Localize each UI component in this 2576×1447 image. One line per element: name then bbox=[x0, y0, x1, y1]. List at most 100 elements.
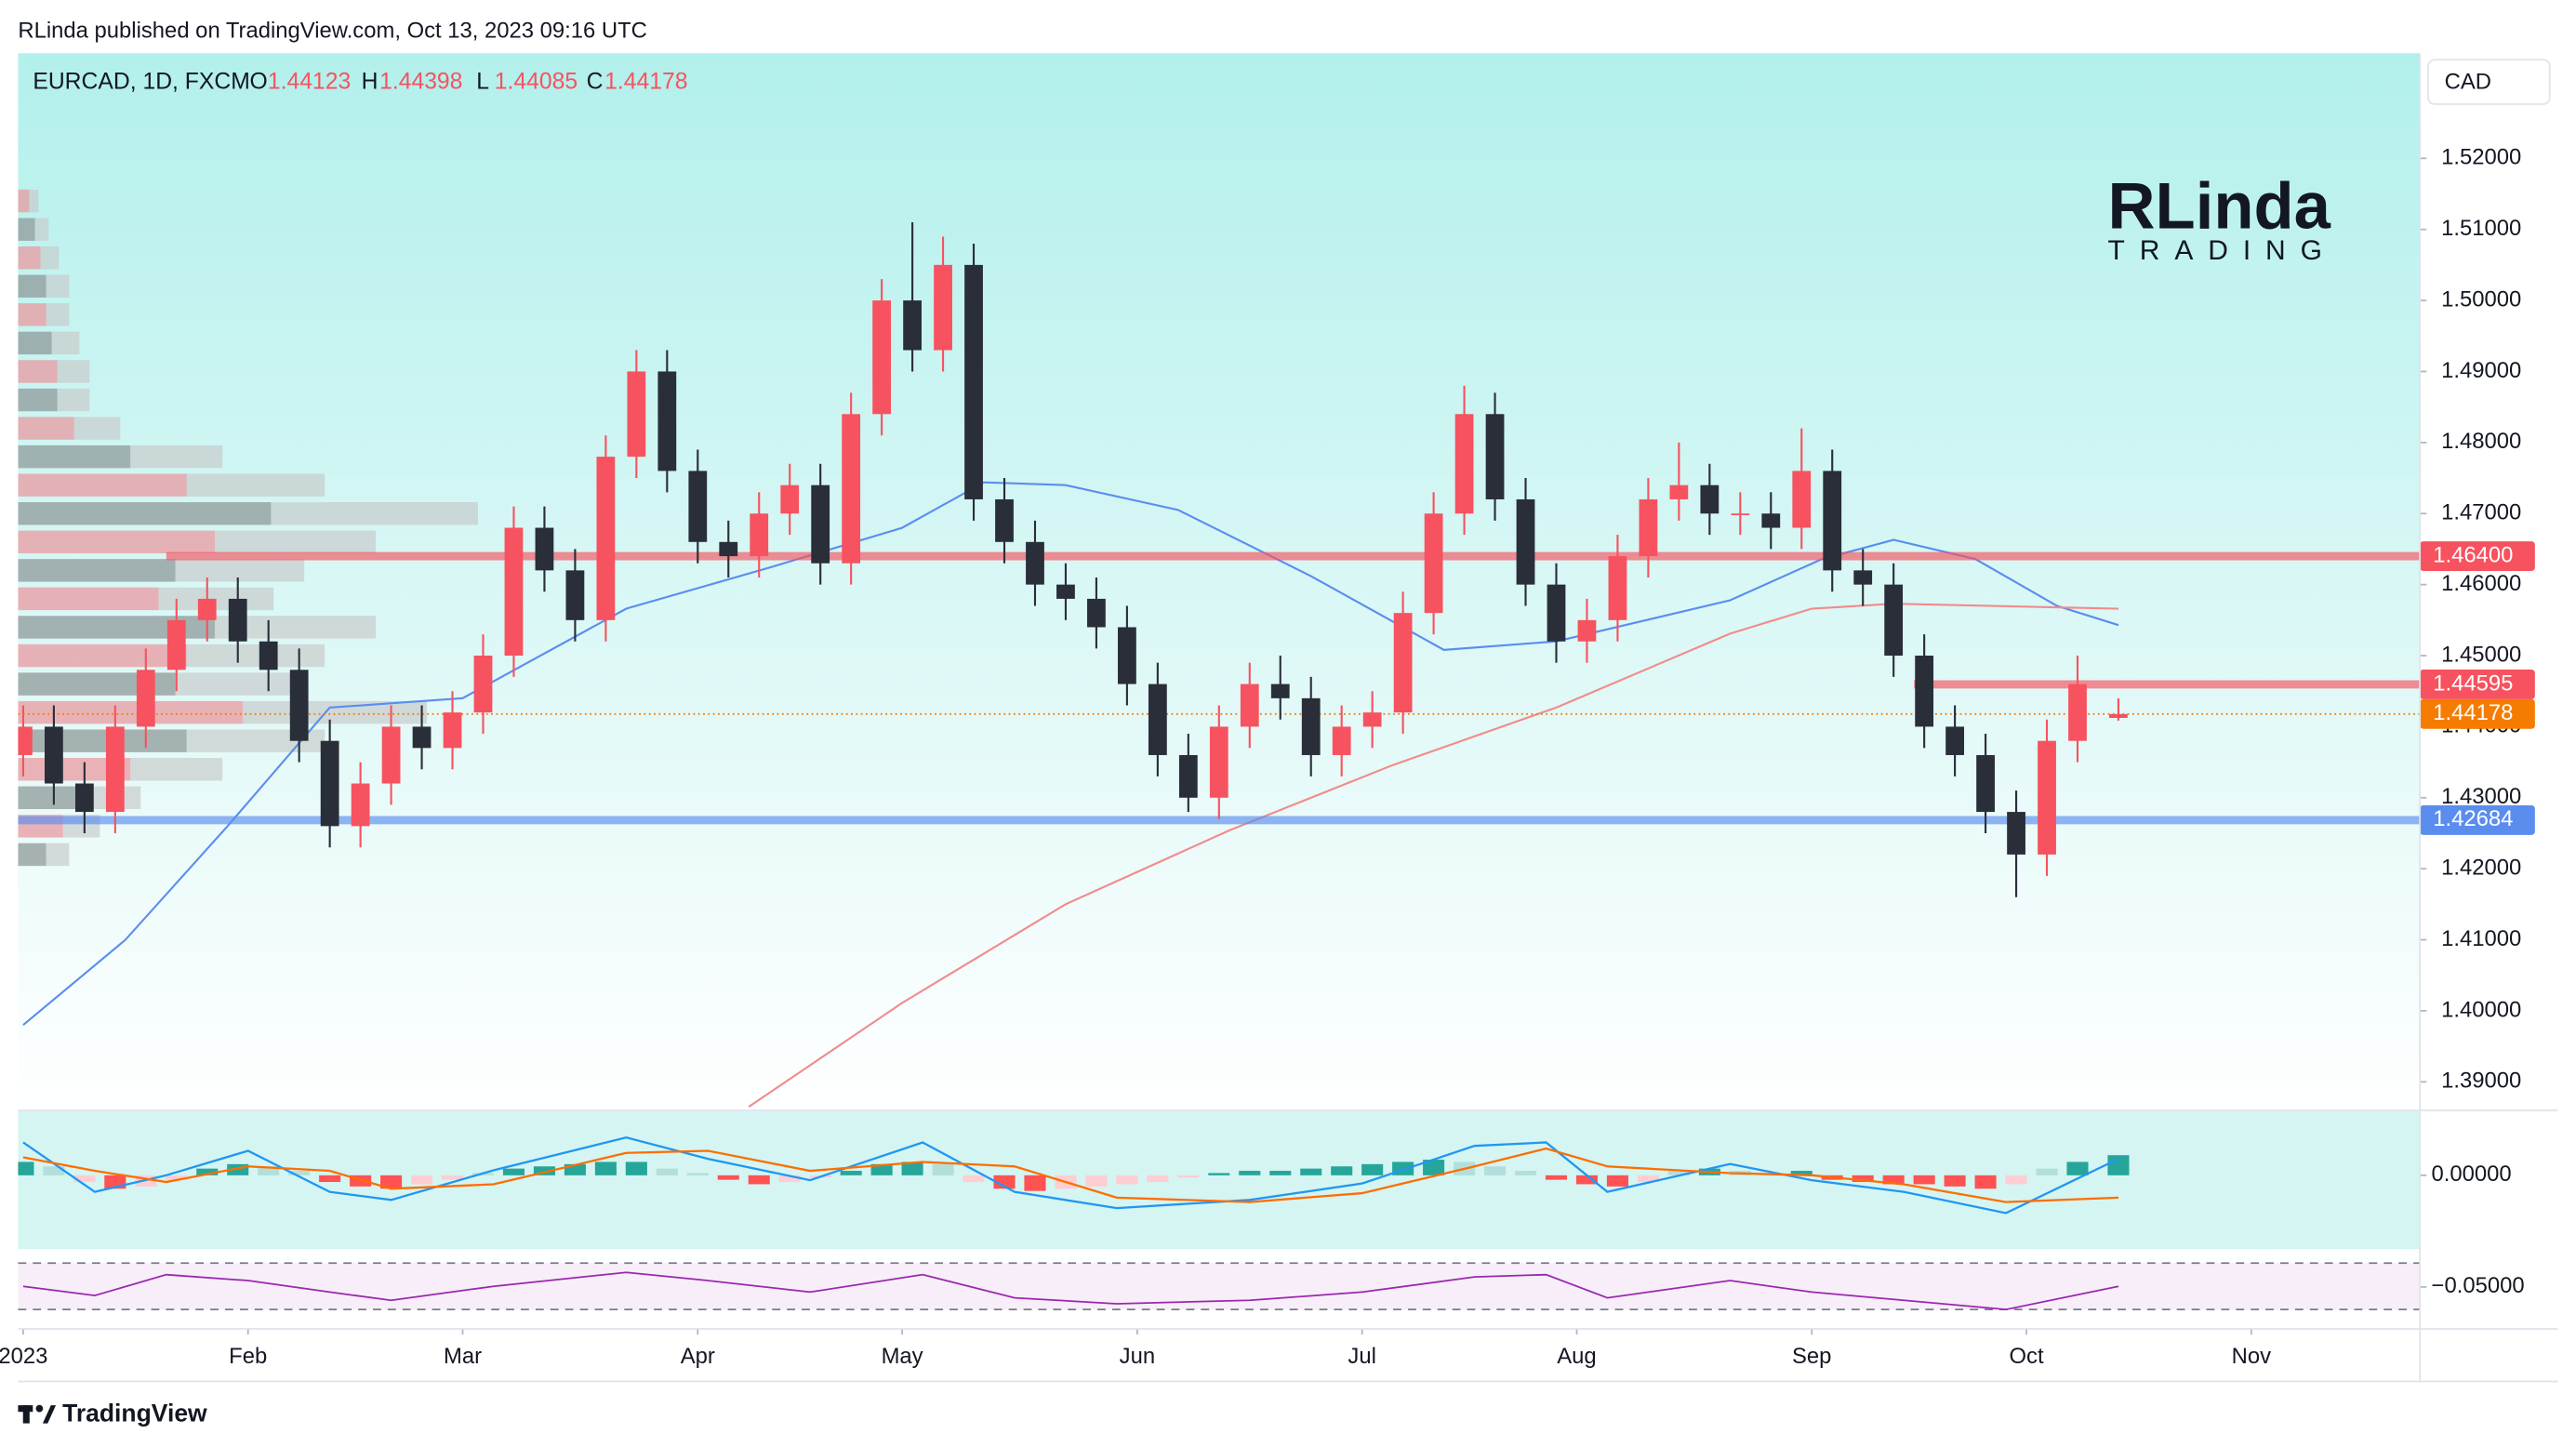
candle-body bbox=[1454, 414, 1474, 514]
candle-body bbox=[2038, 740, 2056, 855]
candle-body bbox=[2007, 812, 2025, 855]
logo-tagline: TRADING bbox=[2108, 235, 2337, 266]
volume-profile-bar bbox=[18, 786, 86, 810]
candle-body bbox=[903, 300, 922, 351]
y-tick-label: 0.00000 bbox=[2432, 1162, 2512, 1187]
volume-profile-bar bbox=[18, 729, 187, 752]
ohlc-label: C bbox=[587, 70, 604, 95]
x-tick-label: Jul bbox=[1348, 1344, 1375, 1369]
footer-logo: TradingView bbox=[18, 1400, 207, 1427]
volume-profile-bar bbox=[214, 530, 377, 554]
macd-histogram-bar bbox=[1637, 1175, 1659, 1183]
volume-profile-bar bbox=[18, 331, 52, 355]
macd-histogram-bar bbox=[43, 1166, 65, 1175]
currency-box[interactable] bbox=[2427, 59, 2551, 105]
candle-body bbox=[1608, 556, 1627, 620]
macd-line bbox=[22, 1135, 2119, 1215]
macd-histogram-bar bbox=[1484, 1166, 1507, 1175]
candle-body bbox=[228, 598, 247, 642]
y-tick-label: 1.45000 bbox=[2441, 642, 2521, 667]
volume-profile-bar bbox=[243, 700, 428, 724]
volume-profile-bar bbox=[46, 274, 70, 299]
candle-body bbox=[2109, 713, 2128, 719]
candle-body bbox=[872, 300, 892, 415]
y-tick-label: 1.39000 bbox=[2441, 1069, 2521, 1094]
candle-body bbox=[565, 570, 585, 620]
y-tick-label: 1.46000 bbox=[2441, 571, 2521, 596]
candle-body bbox=[1547, 584, 1566, 642]
volume-profile-bar bbox=[18, 274, 46, 299]
macd-histogram-bar bbox=[932, 1163, 954, 1175]
macd-histogram-bar bbox=[1575, 1175, 1598, 1185]
candle-body bbox=[995, 498, 1014, 542]
x-tick-label: Mar bbox=[444, 1344, 482, 1369]
volume-profile-bar bbox=[40, 246, 60, 270]
candle-body bbox=[688, 471, 708, 542]
candle-body bbox=[473, 656, 493, 713]
macd-histogram-bar bbox=[778, 1175, 801, 1183]
ohlc-label: L bbox=[476, 70, 489, 95]
macd-histogram-bar bbox=[1239, 1171, 1261, 1175]
candle-body bbox=[1884, 584, 1904, 657]
macd-histogram-bar bbox=[1177, 1175, 1200, 1178]
price-label: 1.42684 bbox=[2433, 806, 2513, 831]
macd-histogram-bar bbox=[625, 1162, 647, 1175]
x-tick-label: Nov bbox=[2232, 1344, 2271, 1369]
macd-histogram-bar bbox=[1423, 1160, 1445, 1175]
ohlc-label: H bbox=[362, 70, 378, 95]
candle-body bbox=[627, 371, 646, 458]
macd-histogram-bar bbox=[1852, 1175, 1874, 1183]
candle-body bbox=[1516, 498, 1535, 585]
indicator-plot bbox=[18, 1135, 2421, 1311]
volume-profile-bar bbox=[271, 502, 479, 525]
macd-histogram-bar bbox=[1913, 1175, 1935, 1185]
macd-histogram-bar bbox=[1116, 1175, 1138, 1185]
candle-body bbox=[1178, 754, 1198, 798]
y-tick-label: 1.43000 bbox=[2441, 784, 2521, 809]
macd-histogram-bar bbox=[1974, 1175, 1997, 1189]
volume-profile-bar bbox=[18, 303, 46, 326]
macd-histogram-bar bbox=[1269, 1171, 1292, 1175]
macd-histogram-bar bbox=[2107, 1155, 2130, 1175]
y-tick-label: 1.52000 bbox=[2441, 145, 2521, 170]
candle-body bbox=[289, 670, 309, 741]
macd-histogram-bar bbox=[1085, 1175, 1108, 1187]
volume-profile-bar bbox=[18, 360, 58, 383]
macd-histogram-bar bbox=[1606, 1175, 1628, 1187]
moving-average bbox=[748, 603, 2119, 1108]
ohlc-label: O bbox=[250, 70, 268, 95]
y-tick-label: 1.51000 bbox=[2441, 216, 2521, 241]
candle-body bbox=[1915, 656, 1934, 727]
macd-histogram-bar bbox=[1024, 1175, 1046, 1191]
macd-histogram-bar bbox=[258, 1166, 280, 1175]
candle-body bbox=[105, 726, 125, 813]
volume-profile-bar bbox=[175, 672, 305, 696]
chart-title: EURCAD, 1D, FXCM bbox=[33, 70, 249, 95]
volume-profile-bar bbox=[51, 331, 80, 355]
rsi-line bbox=[22, 1271, 2119, 1311]
candle-body bbox=[1240, 684, 1259, 727]
candle-body bbox=[1577, 619, 1597, 642]
macd-histogram-bar bbox=[288, 1171, 311, 1175]
footer-brand: TradingView bbox=[62, 1400, 207, 1427]
candle-body bbox=[1639, 498, 1658, 557]
macd-histogram-bar bbox=[1944, 1175, 1966, 1187]
volume-profile-bar bbox=[186, 644, 325, 668]
price-label-box bbox=[2420, 670, 2535, 699]
candle-body bbox=[1209, 726, 1228, 798]
logo: RLinda TRADING bbox=[2108, 168, 2337, 266]
logo-name: RLinda bbox=[2108, 168, 2331, 242]
macd-histogram-bar bbox=[196, 1168, 219, 1175]
y-tick-label: 1.50000 bbox=[2441, 286, 2521, 312]
candle-body bbox=[1362, 712, 1382, 727]
macd-histogram-bar bbox=[2036, 1168, 2058, 1175]
axes: 1.390001.400001.410001.420001.430001.440… bbox=[0, 145, 2535, 1369]
x-tick-label: Jun bbox=[1120, 1344, 1155, 1369]
macd-histogram-bar bbox=[901, 1162, 923, 1175]
candle-body bbox=[1731, 513, 1750, 516]
candle-body bbox=[1669, 485, 1689, 499]
footer-icon bbox=[35, 1404, 44, 1413]
macd-histogram-bar bbox=[993, 1175, 1016, 1189]
y-tick-label: 1.47000 bbox=[2441, 500, 2521, 525]
macd-histogram-bar bbox=[1361, 1163, 1384, 1175]
